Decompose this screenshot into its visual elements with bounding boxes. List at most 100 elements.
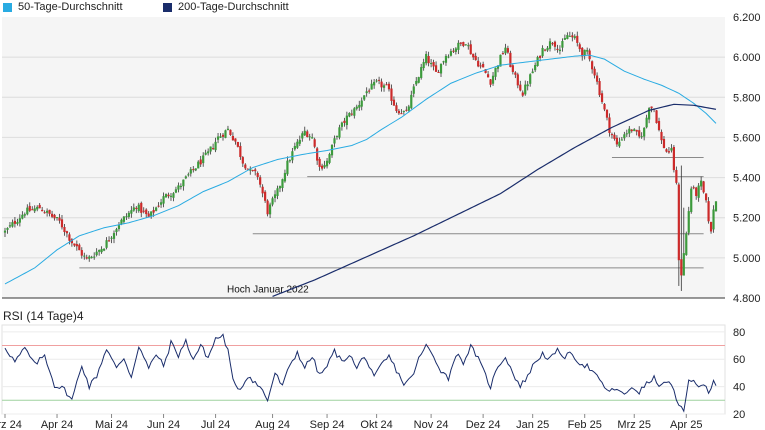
candle-body	[675, 170, 678, 183]
candle-body	[335, 135, 339, 137]
candle-body	[204, 152, 207, 155]
candle-body	[608, 117, 611, 133]
price-gridlines	[2, 56, 725, 259]
candle-body	[452, 50, 455, 52]
candle-body	[630, 129, 633, 132]
candle-body	[98, 249, 101, 252]
candle-body	[410, 94, 413, 109]
candle-body	[328, 154, 331, 163]
x-tick-label: Mrz 24	[0, 419, 22, 430]
candle-body	[102, 248, 106, 251]
candle-body	[110, 237, 113, 239]
candle-body	[28, 205, 31, 211]
legend-sma50: 50-Tage-Durchschnitt	[3, 1, 123, 13]
candle-body	[576, 35, 579, 43]
candle-body	[704, 193, 708, 201]
sma50-swatch	[3, 2, 12, 12]
candle-body	[439, 63, 443, 74]
candle-body	[26, 207, 29, 215]
candle-body	[241, 157, 244, 164]
candle-body	[469, 44, 472, 55]
x-tick-label: Nov 24	[414, 419, 449, 430]
candle-body	[516, 74, 519, 86]
candle-body	[281, 179, 284, 189]
candle-body	[638, 130, 641, 137]
candle-body	[655, 110, 658, 124]
x-tick-label: Feb 25	[568, 419, 602, 430]
candle-body	[325, 160, 329, 167]
candle-body	[680, 259, 683, 276]
price-tick-label: 6.200	[733, 12, 761, 24]
candle-body	[551, 43, 554, 45]
candle-body	[80, 250, 83, 256]
candle-body	[499, 54, 502, 67]
candle-body	[105, 240, 108, 248]
candle-body	[21, 214, 24, 219]
price-tick-label: 4.800	[733, 293, 761, 305]
candle-body	[338, 127, 341, 138]
hoch-januar-2022-label: Hoch Januar 2022	[227, 284, 309, 295]
candle-body	[68, 234, 71, 241]
candle-body	[682, 253, 685, 276]
candle-body	[385, 84, 388, 86]
candle-body	[115, 229, 118, 233]
candle-body	[137, 204, 140, 212]
candle-body	[311, 137, 314, 139]
candle-body	[199, 159, 202, 165]
candle-body	[563, 37, 566, 40]
candle-body	[422, 62, 425, 69]
candle-body	[553, 41, 557, 47]
candle-body	[437, 71, 440, 73]
x-tick-label: Apr 24	[41, 419, 73, 430]
candle-body	[140, 202, 143, 213]
candle-body	[63, 227, 66, 232]
candle-body	[610, 134, 614, 136]
candle-body	[578, 44, 581, 50]
candle-body	[85, 257, 88, 259]
candle-body	[482, 63, 485, 68]
candle-body	[506, 48, 510, 53]
legend-sma200: 200-Tage-Durchschnitt	[163, 1, 289, 13]
candle-body	[415, 80, 418, 85]
support-lines	[79, 157, 704, 269]
rsi-title: RSI (14 Tage)4	[3, 309, 84, 323]
candle-body	[318, 158, 321, 167]
candle-body	[70, 239, 73, 244]
candle-body	[313, 139, 316, 147]
candle-body	[316, 148, 319, 161]
candle-body	[425, 53, 428, 64]
candle-body	[519, 84, 522, 91]
candle-body	[78, 244, 81, 251]
candle-body	[187, 174, 190, 176]
candle-body	[112, 233, 116, 239]
candle-body	[539, 55, 542, 58]
candle-body	[412, 86, 415, 94]
candle-body	[633, 129, 636, 132]
sma50-label: 50-Tage-Durchschnitt	[18, 1, 123, 13]
candle-body	[509, 52, 512, 68]
candle-body	[486, 74, 490, 78]
candle-body	[600, 93, 604, 102]
candle-body	[702, 181, 705, 193]
sma200-line	[272, 103, 717, 297]
candle-body	[296, 141, 299, 148]
candle-body	[595, 75, 599, 82]
candle-body	[177, 185, 180, 190]
candle-body	[283, 172, 287, 182]
candle-body	[152, 209, 155, 213]
candle-body	[556, 48, 559, 50]
candle-body	[172, 193, 175, 198]
candle-body	[234, 138, 237, 142]
candle-body	[695, 187, 698, 196]
x-tick-label: Mrz 25	[617, 419, 651, 430]
candle-body	[405, 109, 408, 111]
candle-body	[645, 117, 648, 128]
candle-body	[605, 109, 609, 118]
candle-body	[648, 108, 651, 120]
candle-body	[164, 194, 168, 198]
candle-body	[155, 207, 158, 211]
candle-body	[125, 216, 128, 218]
price-tick-label: 5.400	[733, 173, 761, 185]
candle-body	[643, 127, 646, 137]
